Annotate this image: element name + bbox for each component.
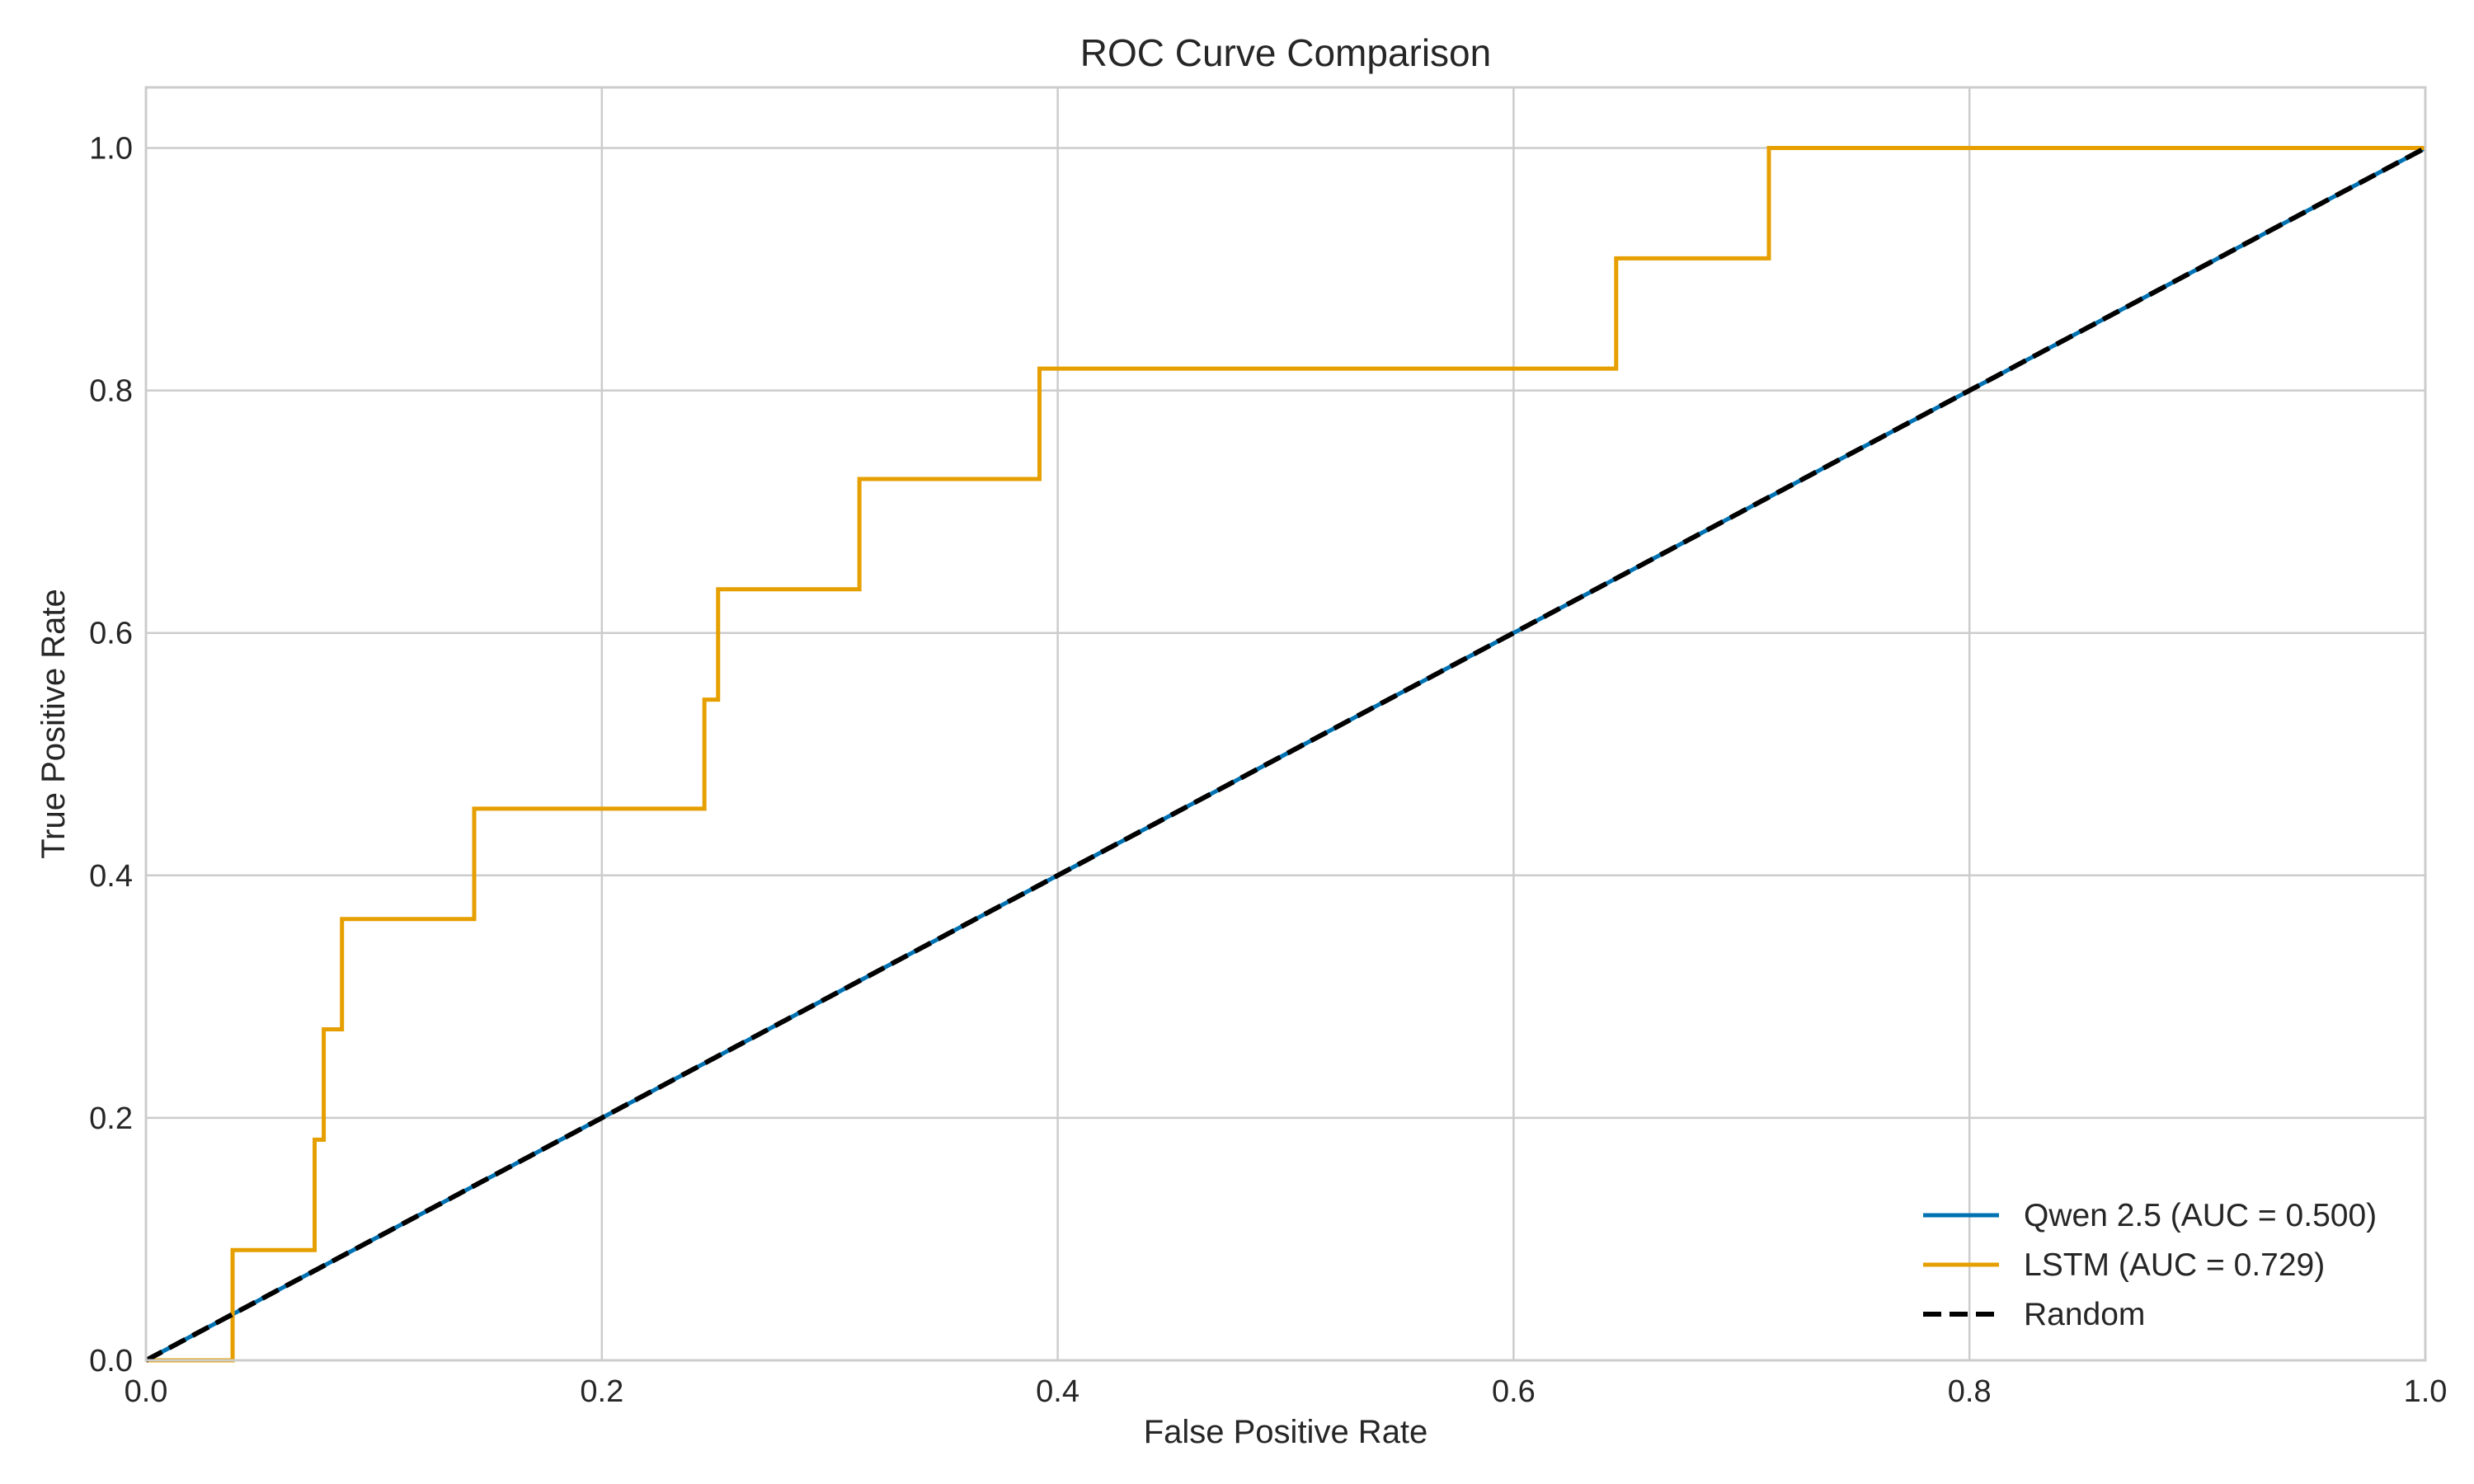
y-tick-label-1: 0.2 — [89, 1101, 133, 1136]
plot-frame — [144, 86, 2427, 1362]
tick-layer: 0.0 0.2 0.4 0.6 0.8 1.0 0.0 0.2 0.4 0.6 0.8 1.0 — [89, 132, 2447, 1409]
grid-layer — [144, 87, 2427, 1362]
legend-label-random: Random — [2024, 1297, 2145, 1332]
x-tick-label-4: 0.8 — [1948, 1374, 1992, 1409]
x-tick-label-0: 0.0 — [125, 1374, 168, 1409]
y-axis-title: True Positive Rate — [35, 589, 72, 859]
legend: Qwen 2.5 (AUC = 0.500) LSTM (AUC = 0.729)… — [1923, 1198, 2377, 1332]
series-layer — [144, 145, 2427, 1363]
y-tick-label-0: 0.0 — [89, 1344, 133, 1378]
y-tick-label-3: 0.6 — [89, 617, 133, 651]
y-tick-label-5: 1.0 — [89, 132, 133, 167]
legend-label-lstm: LSTM (AUC = 0.729) — [2024, 1247, 2325, 1283]
x-tick-label-5: 1.0 — [2404, 1374, 2448, 1409]
series-line-lstm — [146, 146, 2425, 1363]
legend-label-qwen-2-5: Qwen 2.5 (AUC = 0.500) — [2024, 1198, 2377, 1233]
x-tick-label-1: 0.2 — [580, 1374, 623, 1409]
x-axis-title: False Positive Rate — [1144, 1414, 1428, 1450]
y-tick-label-2: 0.4 — [89, 859, 133, 894]
y-tick-label-4: 0.8 — [89, 374, 133, 409]
chart-title: ROC Curve Comparison — [1080, 31, 1491, 74]
x-tick-label-3: 0.6 — [1492, 1374, 1536, 1409]
x-tick-label-2: 0.4 — [1036, 1374, 1079, 1409]
series-line-random — [144, 145, 2427, 1363]
